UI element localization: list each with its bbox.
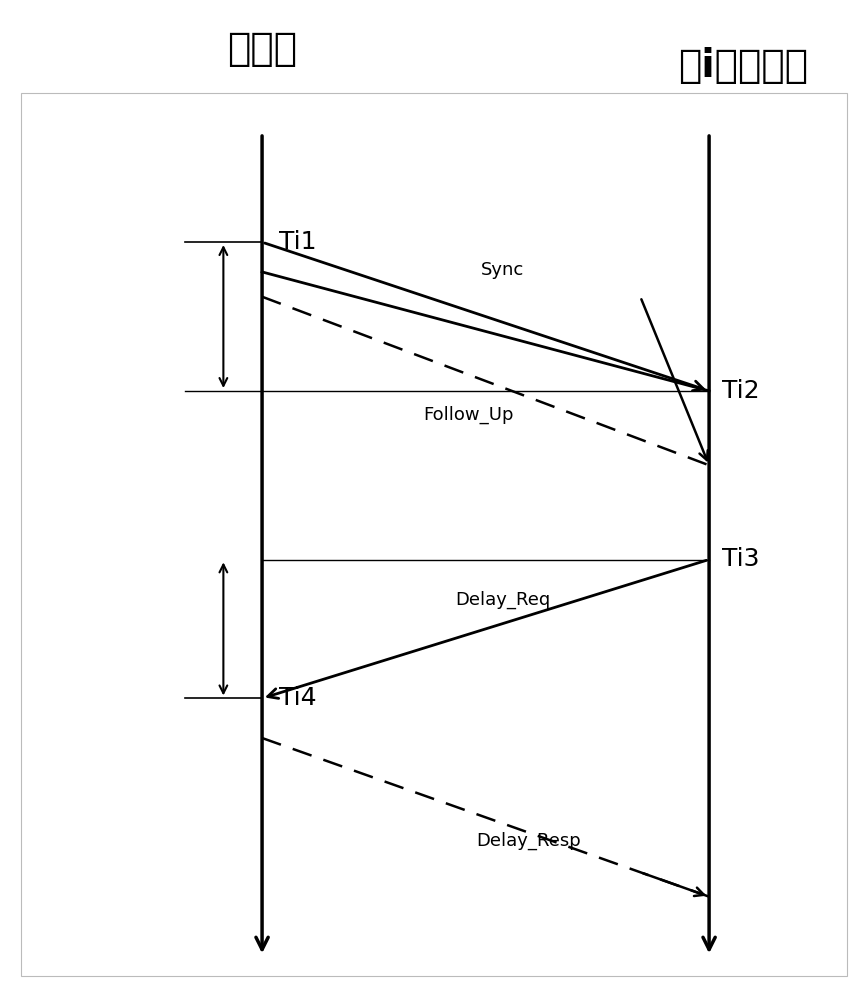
Text: Sync: Sync: [481, 261, 524, 279]
Text: 主时钟: 主时钟: [227, 30, 297, 68]
Text: 第i个从时钟: 第i个从时钟: [679, 47, 809, 85]
Text: Delay_Req: Delay_Req: [455, 591, 550, 609]
Text: Follow_Up: Follow_Up: [423, 406, 514, 424]
Text: Delay_Resp: Delay_Resp: [477, 832, 581, 850]
Text: Ti1: Ti1: [279, 230, 317, 254]
Text: Ti2: Ti2: [722, 379, 760, 403]
Text: Ti4: Ti4: [279, 686, 317, 710]
Text: Ti3: Ti3: [722, 548, 760, 572]
